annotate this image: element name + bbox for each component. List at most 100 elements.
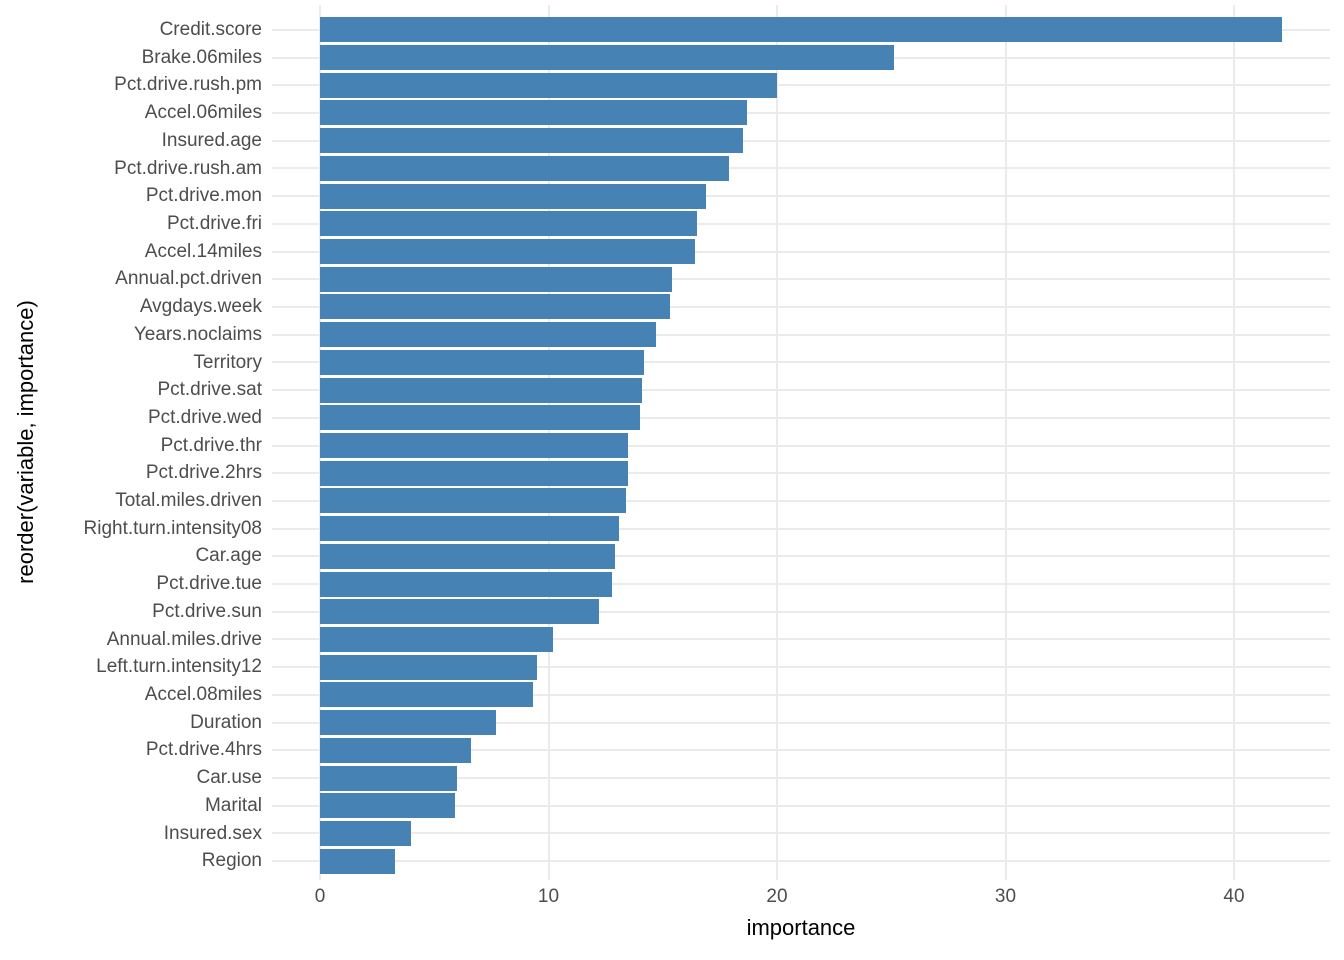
v-gridline [1233, 5, 1235, 880]
v-gridline [1004, 5, 1007, 880]
h-gridline [272, 139, 1330, 142]
y-tick-label: Pct.drive.thr [160, 434, 262, 456]
y-tick-label: Pct.drive.tue [156, 573, 262, 595]
y-tick-label: Duration [190, 711, 262, 733]
bar [320, 183, 707, 209]
y-tick-label: Total.miles.driven [115, 490, 262, 512]
bar [320, 820, 412, 846]
y-tick-label: Pct.drive.sun [152, 600, 262, 622]
y-tick-label: Annual.miles.drive [106, 628, 262, 650]
h-gridline [272, 693, 1330, 696]
h-gridline [272, 444, 1330, 447]
h-gridline [272, 804, 1330, 807]
h-gridline [272, 610, 1330, 613]
h-gridline [272, 832, 1330, 835]
h-gridline [272, 389, 1330, 392]
bar [320, 654, 538, 680]
y-tick-label: Marital [204, 794, 262, 816]
bar [320, 460, 629, 486]
y-tick-label: Pct.drive.fri [166, 212, 262, 234]
y-tick-label: Credit.score [159, 19, 262, 40]
bar [320, 793, 455, 819]
bar [320, 155, 729, 181]
plot-panel [272, 5, 1330, 880]
bar [320, 405, 640, 431]
bar [320, 516, 620, 542]
bar [320, 72, 777, 98]
h-gridline [272, 250, 1330, 253]
h-gridline [272, 84, 1330, 87]
h-gridline [272, 222, 1330, 225]
h-gridline [272, 721, 1330, 724]
x-tick-label: 40 [1223, 886, 1245, 907]
bar [320, 17, 1282, 43]
bar [320, 349, 645, 375]
x-tick-label: 20 [766, 886, 788, 907]
h-gridline [272, 278, 1330, 281]
x-tick-label: 10 [537, 886, 560, 907]
bar [320, 543, 615, 569]
h-gridline [272, 555, 1330, 558]
bar [320, 599, 599, 625]
h-gridline [272, 583, 1330, 586]
h-gridline [272, 527, 1330, 530]
bar [320, 710, 496, 736]
bar [320, 488, 627, 514]
bar [320, 322, 656, 348]
x-tick-label: 30 [994, 886, 1017, 907]
x-tick-label: 0 [314, 886, 326, 907]
h-gridline [272, 416, 1330, 419]
h-gridline [272, 472, 1330, 475]
y-tick-label: Accel.08miles [144, 684, 262, 706]
y-tick-label: Pct.drive.2hrs [145, 462, 262, 484]
h-gridline [272, 860, 1330, 863]
v-gridline [776, 5, 778, 880]
y-tick-label: Avgdays.week [139, 296, 262, 318]
y-tick-label: Left.turn.intensity12 [96, 656, 262, 678]
h-gridline [272, 666, 1330, 669]
y-tick-label: Accel.14miles [144, 240, 262, 262]
y-tick-label: Accel.06miles [144, 102, 262, 124]
bar [320, 100, 748, 126]
bar [320, 377, 643, 403]
h-gridline [272, 195, 1330, 198]
h-gridline [272, 111, 1330, 114]
y-tick-label: Pct.drive.rush.am [114, 157, 262, 179]
y-tick-label: Pct.drive.wed [147, 406, 262, 428]
h-gridline [272, 499, 1330, 502]
bar [320, 239, 695, 265]
h-gridline [272, 638, 1330, 641]
bar [320, 848, 396, 874]
bar [320, 571, 613, 597]
bar [320, 765, 458, 791]
y-tick-label: Right.turn.intensity08 [83, 517, 263, 539]
bar [320, 294, 670, 320]
y-tick-label: Pct.drive.sat [157, 379, 262, 401]
bar [320, 128, 743, 154]
h-gridline [272, 777, 1330, 780]
y-tick-label: Pct.drive.4hrs [145, 739, 262, 761]
y-tick-label: Pct.drive.rush.pm [114, 74, 262, 96]
h-gridline [272, 361, 1330, 364]
h-gridline [272, 749, 1330, 752]
x-axis-title: importance [746, 915, 856, 940]
bar [320, 433, 629, 458]
y-tick-label: Territory [193, 351, 262, 373]
y-tick-label: Pct.drive.mon [145, 185, 262, 207]
y-tick-label: Insured.age [161, 129, 262, 151]
h-gridline [272, 333, 1330, 336]
y-tick-label: Insured.sex [163, 822, 262, 844]
bar [320, 626, 554, 652]
y-tick-label: Region [201, 850, 262, 872]
h-gridline [272, 167, 1330, 170]
y-tick-label: Years.noclaims [133, 323, 262, 345]
y-tick-label: Car.use [196, 767, 262, 789]
bar [320, 45, 894, 71]
y-tick-label: Car.age [195, 545, 262, 567]
y-tick-label: Brake.06miles [141, 46, 262, 68]
bar [320, 682, 533, 708]
y-tick-label: Annual.pct.driven [115, 268, 262, 290]
bar [320, 737, 471, 763]
bar [320, 266, 672, 292]
